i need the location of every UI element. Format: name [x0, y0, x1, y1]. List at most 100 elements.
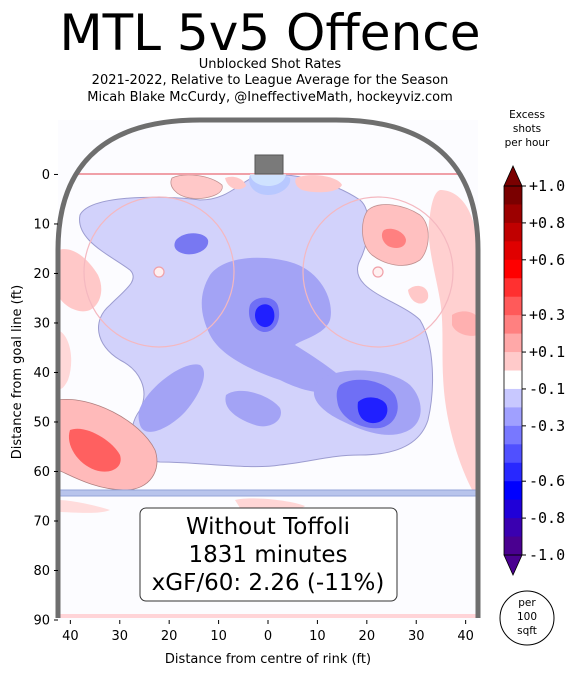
region-dark-blue-left — [174, 233, 209, 255]
colorbar-segment — [504, 333, 522, 353]
colorbar-tick-label: -0.1 — [529, 380, 565, 398]
y-tick-label: 20 — [33, 267, 50, 282]
annotation-box — [139, 507, 398, 602]
colorbar-segment — [504, 259, 522, 279]
faceoff-circle-left — [83, 196, 235, 348]
colorbar-segment — [504, 241, 522, 261]
unit-badge-line-1: per — [518, 597, 536, 609]
y-axis: 0 10 20 30 40 50 60 70 80 90 — [33, 168, 58, 629]
colorbar-tick-label: -1.0 — [529, 546, 565, 564]
annotation-line-2: 1831 minutes — [189, 542, 348, 568]
colorbar-segment — [504, 536, 522, 556]
colorbar-segment — [504, 222, 522, 242]
goal-crease — [250, 174, 286, 186]
colorbar-tick-label: +0.8 — [529, 214, 565, 232]
unit-badge-line-3: sqft — [517, 625, 537, 637]
colorbar-ticks: +1.0 +0.8 +0.6 +0.3 +0.1 -0.1 -0.3 -0.6 -0.8 -1.0 — [522, 177, 565, 564]
y-axis-label: Distance from goal line (ft) — [10, 285, 25, 459]
y-tick-label: 70 — [33, 514, 50, 529]
colorbar-outline — [503, 185, 523, 556]
x-tick-label: 30 — [111, 629, 128, 644]
colorbar-tick-label: -0.3 — [529, 417, 565, 435]
colorbar-extend-bottom — [503, 554, 523, 576]
region-red-right-upper-core — [381, 228, 406, 248]
colorbar-title-3: per hour — [505, 137, 551, 149]
colorbar-segment — [504, 370, 522, 390]
y-tick-label: 10 — [33, 217, 50, 232]
colorbar-segment — [504, 499, 522, 519]
y-tick-label: 50 — [33, 415, 50, 430]
colorbar-tick-label: +0.1 — [529, 343, 565, 361]
faceoff-dot-right — [372, 266, 384, 278]
colorbar-tick-label: +0.3 — [529, 306, 565, 324]
annotation-line-3: xGF/60: 2.26 (-11%) — [152, 570, 385, 596]
colorbar-tick-label: +0.6 — [529, 251, 565, 269]
colorbar-segment — [504, 444, 522, 464]
faceoff-dot-left — [153, 266, 165, 278]
colorbar-segment — [504, 186, 522, 205]
x-axis: 40 30 20 10 0 10 20 30 40 — [62, 620, 474, 644]
y-tick-label: 0 — [42, 168, 50, 183]
unit-badge — [499, 590, 555, 646]
colorbar — [503, 165, 523, 576]
colorbar-segment — [504, 425, 522, 445]
colorbar-segment — [504, 407, 522, 427]
chart-title: MTL 5v5 Offence — [59, 4, 481, 62]
y-tick-label: 40 — [33, 366, 50, 381]
region-red-bottom-left — [58, 500, 110, 513]
chart-subtitle-2: 2021-2022, Relative to League Average fo… — [91, 73, 449, 88]
y-tick-label: 30 — [33, 316, 50, 331]
region-red-top-left — [170, 174, 223, 199]
x-tick-label: 10 — [309, 629, 326, 644]
x-tick-label: 30 — [408, 629, 425, 644]
x-axis-label: Distance from centre of rink (ft) — [165, 652, 371, 667]
colorbar-tick-label: +1.0 — [529, 177, 565, 195]
x-tick-label: 40 — [62, 629, 79, 644]
region-red-right-small — [408, 285, 429, 304]
goal-net — [254, 154, 284, 175]
colorbar-title-1: Excess — [509, 109, 545, 121]
colorbar-tick-label: -0.6 — [529, 472, 565, 490]
x-tick-label: 10 — [210, 629, 227, 644]
centre-red-line — [58, 614, 478, 618]
colorbar-extend-top — [503, 165, 523, 187]
region-medium-blue-4 — [225, 390, 281, 427]
colorbar-segment — [504, 388, 522, 408]
region-red-left-mid — [58, 330, 72, 389]
heatmap-layer — [58, 173, 478, 513]
y-tick-label: 80 — [33, 564, 50, 579]
x-tick-label: 20 — [359, 629, 376, 644]
colorbar-segment — [504, 296, 522, 316]
region-red-centre-low — [235, 498, 305, 510]
region-darkest-blue-right — [357, 397, 388, 424]
region-red-far-right — [428, 190, 478, 500]
chart-subtitle-1: Unblocked Shot Rates — [198, 57, 342, 72]
colorbar-tick-label: -0.8 — [529, 509, 565, 527]
colorbar-segment — [504, 462, 522, 482]
y-tick-label: 90 — [33, 614, 50, 629]
region-medium-blue-3 — [138, 364, 205, 432]
x-tick-label: 40 — [457, 629, 474, 644]
unit-badge-line-2: 100 — [517, 611, 537, 623]
region-red-top-mid — [225, 176, 246, 190]
faceoff-circle-right — [302, 196, 454, 348]
colorbar-segment — [504, 278, 522, 298]
colorbar-segment — [504, 204, 522, 224]
region-red-left-bottom-core — [68, 428, 121, 472]
colorbar-segment — [504, 518, 522, 538]
colorbar-segment — [504, 315, 522, 335]
region-red-right-mid — [452, 311, 478, 336]
rink-boards — [55, 117, 481, 618]
colorbar-segment — [504, 481, 522, 501]
colorbar-segment — [504, 352, 522, 371]
region-red-top-right — [295, 175, 342, 193]
y-tick-label: 60 — [33, 465, 50, 480]
blue-line — [58, 489, 478, 497]
colorbar-title-2: shots — [513, 123, 541, 135]
region-darkest-blue-centre — [254, 304, 275, 328]
x-tick-label: 20 — [161, 629, 178, 644]
chart-subtitle-3: Micah Blake McCurdy, @IneffectiveMath, h… — [87, 90, 453, 105]
annotation-line-1: Without Toffoli — [186, 514, 350, 540]
x-tick-label: 0 — [264, 629, 272, 644]
